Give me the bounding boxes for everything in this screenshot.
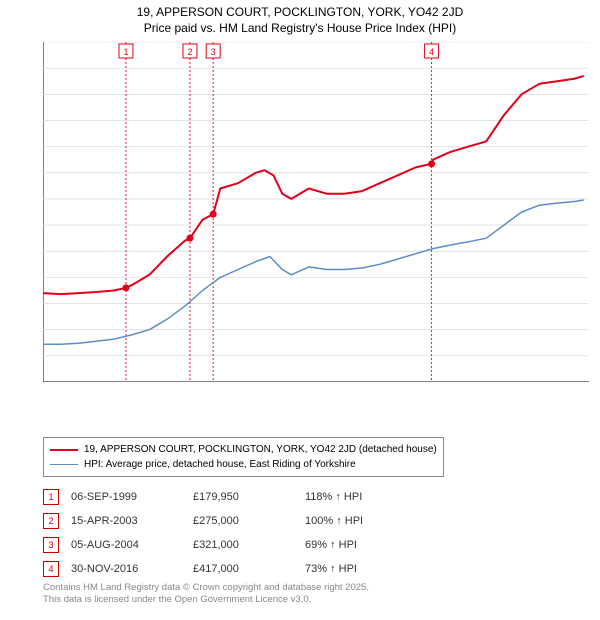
chart-plot: £0£50K£100K£150K£200K£250K£300K£350K£400…	[43, 42, 589, 382]
sale-pct: 69% ↑ HPI	[305, 533, 375, 557]
chart-svg: £0£50K£100K£150K£200K£250K£300K£350K£400…	[43, 42, 589, 382]
sale-price: £417,000	[193, 557, 305, 581]
table-row: 3 05-AUG-2004£321,00069% ↑ HPI	[43, 533, 375, 557]
sales-table: 1 06-SEP-1999£179,950118% ↑ HPI 2 15-APR-20…	[43, 485, 375, 581]
sale-date: 30-NOV-2016	[71, 557, 193, 581]
table-row: 2 15-APR-2003£275,000100% ↑ HPI	[43, 509, 375, 533]
legend-row-hpi: HPI: Average price, detached house, East…	[50, 457, 437, 472]
table-row: 4 30-NOV-2016£417,00073% ↑ HPI	[43, 557, 375, 581]
footer-line2: This data is licensed under the Open Gov…	[43, 594, 369, 606]
title-line2: Price paid vs. HM Land Registry's House …	[0, 21, 600, 37]
chart-title: 19, APPERSON COURT, POCKLINGTON, YORK, Y…	[0, 0, 600, 36]
footer: Contains HM Land Registry data © Crown c…	[43, 582, 369, 607]
sale-price: £321,000	[193, 533, 305, 557]
sale-date: 06-SEP-1999	[71, 485, 193, 509]
footer-line1: Contains HM Land Registry data © Crown c…	[43, 582, 369, 594]
table-row: 1 06-SEP-1999£179,950118% ↑ HPI	[43, 485, 375, 509]
legend-swatch-hpi	[50, 464, 78, 465]
title-line1: 19, APPERSON COURT, POCKLINGTON, YORK, Y…	[0, 5, 600, 21]
svg-text:3: 3	[211, 47, 216, 57]
svg-text:4: 4	[429, 47, 434, 57]
sale-marker-icon: 1	[43, 489, 59, 505]
sale-pct: 118% ↑ HPI	[305, 485, 375, 509]
svg-text:1: 1	[123, 47, 128, 57]
chart-container: 19, APPERSON COURT, POCKLINGTON, YORK, Y…	[0, 0, 600, 620]
sale-marker-icon: 2	[43, 513, 59, 529]
legend-row-subject: 19, APPERSON COURT, POCKLINGTON, YORK, Y…	[50, 442, 437, 457]
sale-date: 05-AUG-2004	[71, 533, 193, 557]
legend: 19, APPERSON COURT, POCKLINGTON, YORK, Y…	[43, 437, 444, 477]
sale-date: 15-APR-2003	[71, 509, 193, 533]
legend-label-hpi: HPI: Average price, detached house, East…	[84, 457, 356, 472]
sale-price: £179,950	[193, 485, 305, 509]
sale-marker-icon: 3	[43, 537, 59, 553]
sale-price: £275,000	[193, 509, 305, 533]
sale-pct: 73% ↑ HPI	[305, 557, 375, 581]
legend-label-subject: 19, APPERSON COURT, POCKLINGTON, YORK, Y…	[84, 442, 437, 457]
svg-text:2: 2	[187, 47, 192, 57]
legend-swatch-subject	[50, 449, 78, 451]
sale-pct: 100% ↑ HPI	[305, 509, 375, 533]
sale-marker-icon: 4	[43, 561, 59, 577]
